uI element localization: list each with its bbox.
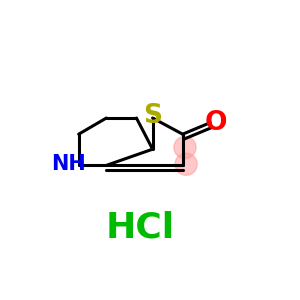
Text: NH: NH [51, 154, 86, 174]
Text: O: O [205, 110, 227, 136]
Text: HCl: HCl [105, 211, 175, 245]
Text: S: S [143, 103, 162, 129]
Circle shape [175, 153, 197, 175]
Circle shape [174, 136, 196, 158]
